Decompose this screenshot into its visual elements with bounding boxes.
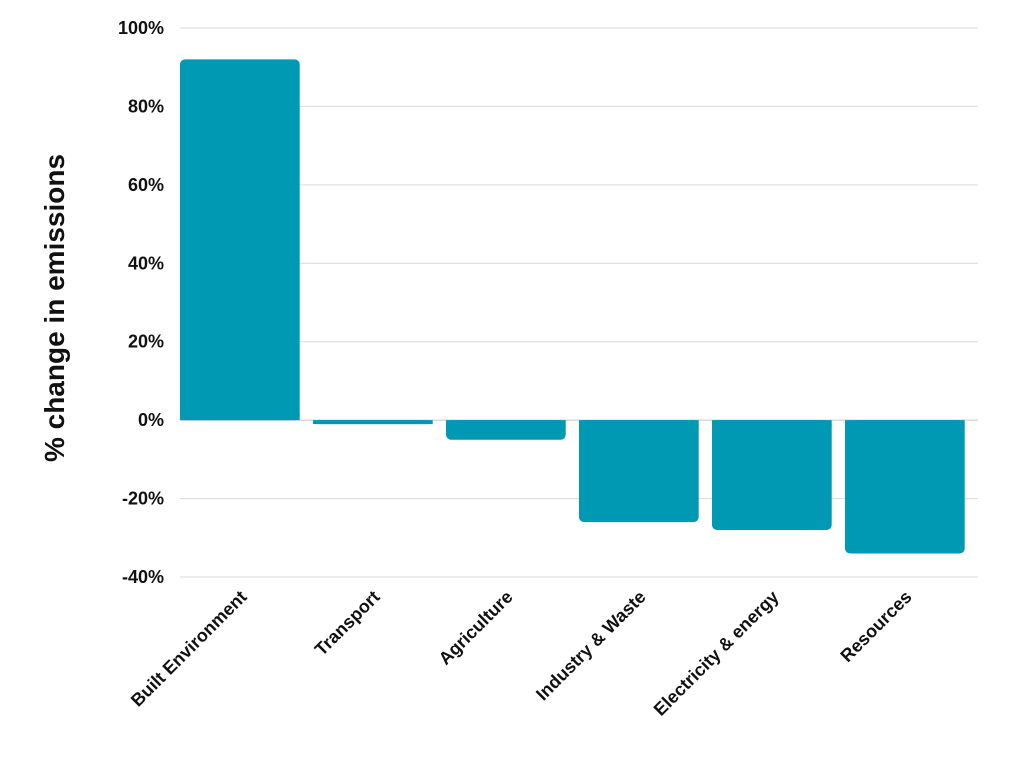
y-tick-label: 40%	[128, 253, 164, 273]
y-tick-label: 20%	[128, 332, 164, 352]
x-category-label: Built Environment	[127, 587, 251, 711]
x-category-label: Industry & Waste	[532, 587, 650, 705]
bar-electricity-energy	[712, 420, 832, 530]
x-category-label: Resources	[836, 587, 915, 666]
bar-base	[712, 420, 832, 427]
bar-resources	[845, 420, 965, 554]
x-category-label: Electricity & energy	[650, 587, 783, 720]
bar-industry-waste	[579, 420, 699, 523]
y-tick-labels: 100% 80% 60% 40% 20% 0% -20% -40%	[118, 18, 164, 587]
category-labels: Built Environment Transport Agriculture Ind…	[127, 587, 916, 720]
bar-base	[313, 420, 433, 425]
y-tick-label: 0%	[138, 410, 164, 430]
bar-built-environment	[180, 59, 300, 421]
x-category-label: Agriculture	[435, 587, 517, 669]
bar-base	[180, 414, 300, 421]
y-tick-label: -40%	[122, 567, 164, 587]
bar-base	[446, 420, 566, 427]
y-tick-label: 100%	[118, 18, 164, 38]
bar-base	[845, 420, 965, 427]
y-tick-label: 60%	[128, 175, 164, 195]
y-tick-label: -20%	[122, 489, 164, 509]
x-category-label: Transport	[311, 587, 384, 660]
y-tick-label: 80%	[128, 96, 164, 116]
y-axis-title: % change in emissions	[39, 154, 70, 462]
bars	[180, 59, 965, 554]
bar-base	[579, 420, 699, 427]
